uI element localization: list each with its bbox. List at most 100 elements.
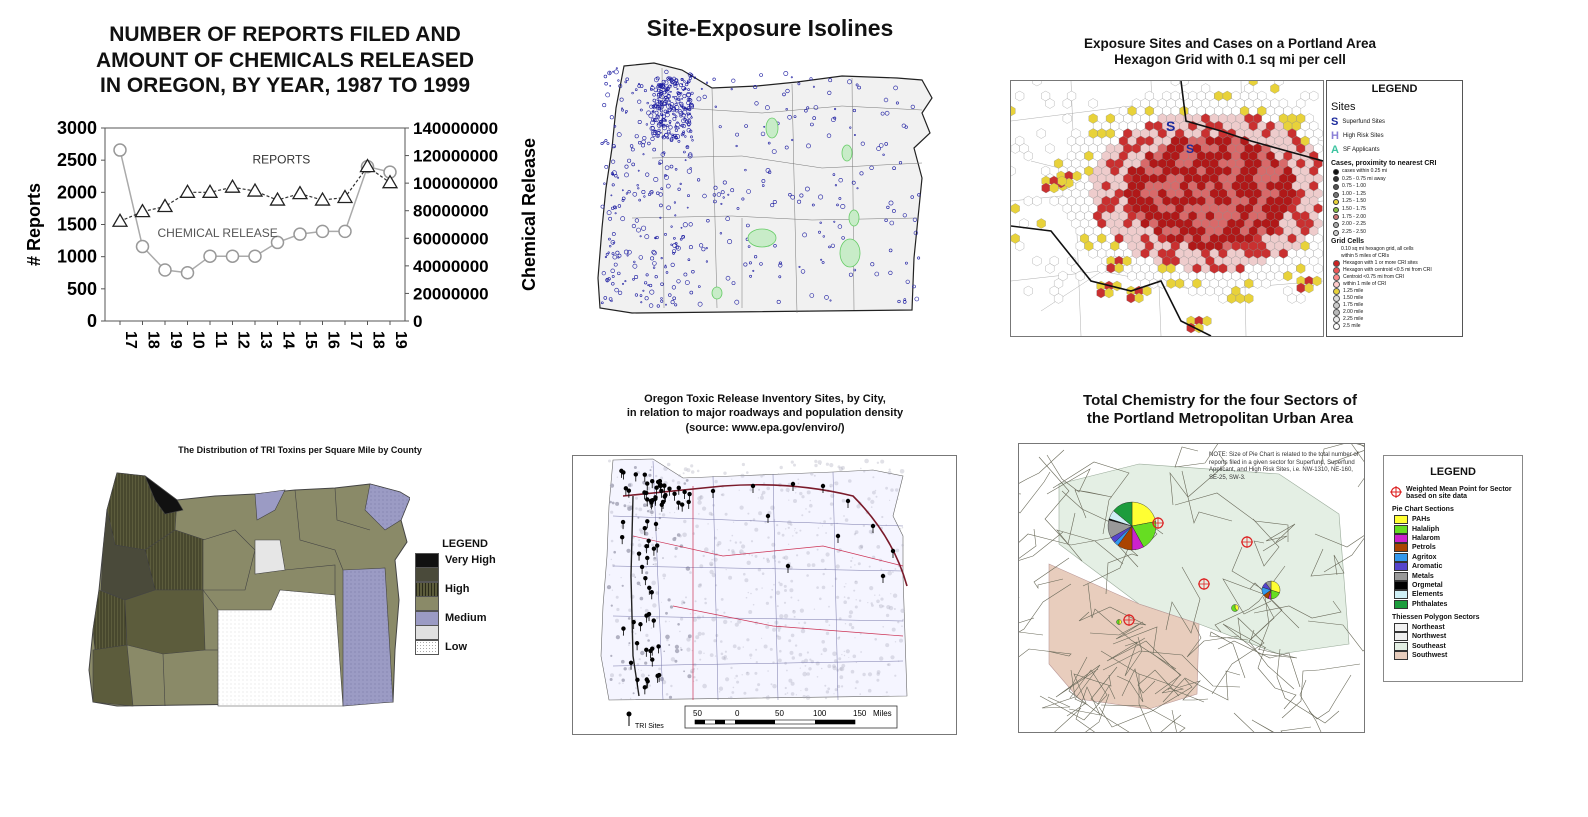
- density-dot: [895, 488, 899, 492]
- hex-cell: [1296, 282, 1306, 294]
- density-dot: [716, 543, 720, 547]
- y-tick-label-right: 0: [413, 312, 422, 331]
- site-point: [771, 149, 777, 154]
- density-dot: [732, 644, 737, 649]
- site-point: [683, 118, 687, 122]
- tri-site-pin: [682, 489, 687, 499]
- tri-site-pin: [651, 618, 656, 628]
- density-dot: [829, 517, 832, 520]
- density-dot: [762, 474, 765, 477]
- site-point: [647, 141, 651, 146]
- site-point: [687, 258, 691, 261]
- site-point: [826, 133, 832, 138]
- hex-cell: [1270, 83, 1280, 94]
- density-dot: [850, 669, 855, 674]
- tri-site-pin: [750, 483, 756, 493]
- density-dot: [655, 591, 659, 595]
- site-point: [685, 119, 690, 124]
- density-dot: [795, 531, 798, 534]
- site-point: [654, 236, 657, 240]
- density-dot: [710, 513, 714, 516]
- site-point: [888, 200, 894, 206]
- road: [1320, 444, 1364, 467]
- density-dot: [821, 640, 825, 644]
- density-dot: [717, 541, 722, 546]
- site-point: [660, 299, 664, 303]
- road: [1252, 518, 1280, 567]
- site-point: [840, 204, 846, 210]
- tri-site-pin: [645, 555, 650, 565]
- reports-point: [381, 174, 399, 189]
- density-dot: [809, 658, 812, 661]
- chemical-release-point: [113, 143, 127, 157]
- legend-grid-item: 2.25 mile: [1333, 315, 1462, 323]
- density-dot: [694, 600, 697, 603]
- density-dot: [879, 656, 884, 661]
- density-dot: [794, 644, 798, 647]
- site-point: [610, 299, 613, 303]
- density-dot: [697, 583, 702, 588]
- site-point: [637, 119, 642, 124]
- density-dot: [702, 506, 707, 511]
- density-dot: [679, 630, 681, 633]
- density-dot: [876, 672, 880, 676]
- site-point: [665, 112, 670, 118]
- tri-site-pin: [655, 543, 660, 553]
- density-dot: [880, 459, 885, 464]
- site-point: [652, 250, 657, 256]
- density-dot: [901, 625, 903, 627]
- site-point: [658, 119, 663, 124]
- site-point: [684, 87, 687, 91]
- density-dot: [626, 548, 631, 553]
- density-dot: [871, 604, 874, 607]
- y-axis-label-left: # Reports: [24, 183, 44, 266]
- density-dot: [636, 581, 641, 586]
- density-dot: [876, 461, 880, 464]
- panel5-title-line: (source: www.epa.gov/enviro/): [685, 421, 845, 434]
- density-dot: [797, 478, 800, 481]
- isoline-zones: [711, 117, 861, 300]
- hex-cell: [1032, 81, 1042, 87]
- road: [1217, 640, 1301, 688]
- density-dot: [649, 469, 652, 472]
- site-point: [912, 284, 916, 289]
- density-dot: [680, 648, 683, 651]
- density-dot: [636, 663, 640, 666]
- tri-site-pin: [647, 585, 652, 595]
- density-dot: [869, 586, 874, 591]
- site-point: [676, 87, 679, 90]
- density-dot: [861, 546, 863, 549]
- site-point: [656, 304, 660, 308]
- legend-label: Hexagon with centroid <0.5 mi from CRI: [1343, 266, 1432, 273]
- site-point: [669, 137, 674, 142]
- density-dot: [788, 639, 792, 643]
- density-dot: [735, 674, 738, 678]
- road: [1299, 679, 1322, 732]
- density-dot: [890, 593, 892, 595]
- hex-cell: [1011, 165, 1016, 177]
- y-tick-label-left: 1000: [57, 247, 97, 267]
- case-dot-icon: [1333, 229, 1339, 236]
- density-dot: [806, 651, 809, 654]
- x-tick-label: 19: [392, 331, 409, 349]
- site-point: [644, 296, 649, 301]
- site-point: [901, 123, 906, 128]
- density-dot: [787, 491, 789, 493]
- site-point: [917, 193, 921, 197]
- density-dot: [843, 596, 846, 598]
- density-dot: [696, 469, 700, 473]
- tri-site-pin: [621, 470, 626, 480]
- y-tick-label-left: 2500: [57, 150, 97, 170]
- tri-site-pin: [636, 551, 642, 561]
- density-dot: [853, 589, 856, 592]
- road: [1090, 666, 1118, 705]
- density-dot: [615, 501, 620, 506]
- site-point: [784, 145, 789, 150]
- site-point: [660, 131, 662, 134]
- density-dot: [695, 635, 700, 640]
- chemical-release-point: [338, 224, 352, 239]
- density-dot: [870, 602, 873, 605]
- density-dot: [797, 482, 800, 485]
- site-point: [681, 98, 684, 100]
- density-dot: [833, 693, 835, 695]
